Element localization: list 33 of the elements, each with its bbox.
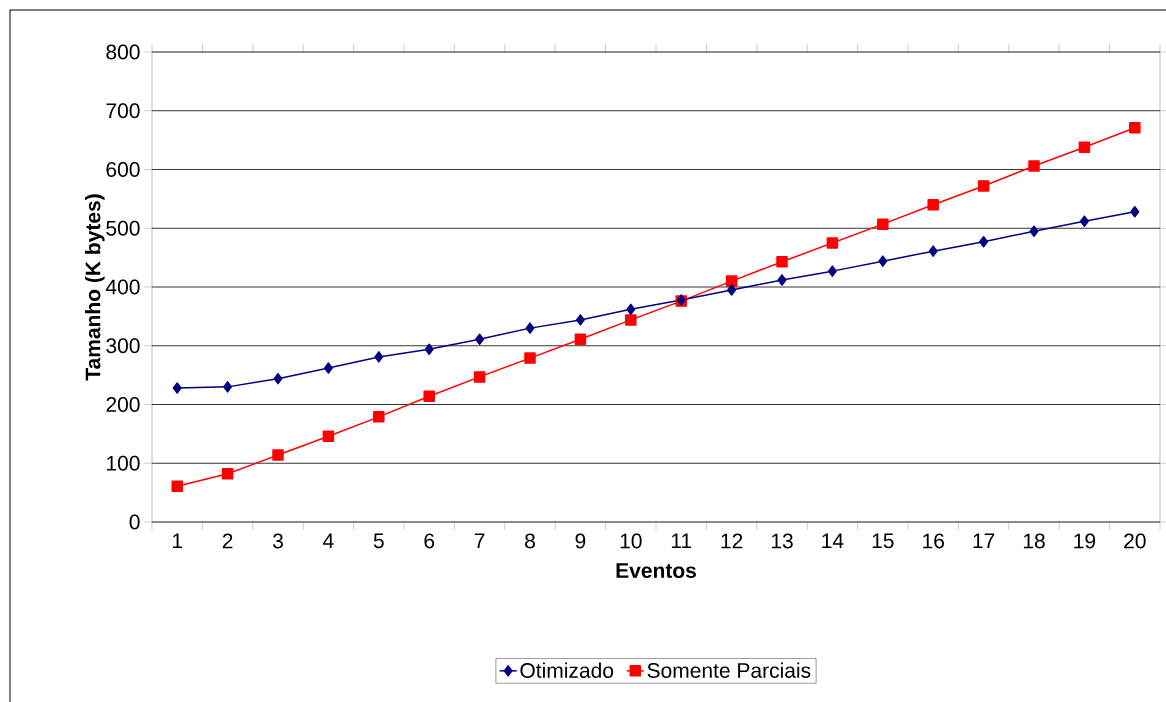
x-tick-label: 20 [1124,533,1146,549]
x-tick-label: 3 [272,533,283,549]
x-tick-label: 1 [172,533,183,548]
y-tick-label: 400 [105,279,140,295]
x-tick-label: 6 [424,533,435,549]
x-tick-label: 14 [822,533,844,548]
y-tick-label: 500 [106,220,140,236]
y-tick-label: 100 [107,455,140,471]
y-tick-label: 700 [106,103,140,119]
x-tick-label: 13 [771,533,793,549]
x-tick-label: 10 [620,533,642,549]
x-tick-label: 8 [525,533,535,549]
x-tick-label: 12 [721,533,743,549]
legend-label: Somente Parciais [647,662,811,678]
x-tick-label: 9 [575,533,586,549]
x-tick-label: 11 [671,533,692,548]
y-tick-label: 0 [129,514,140,530]
y-tick-label: 600 [106,162,140,177]
y-tick-label: 800 [106,44,140,60]
x-tick-label: 15 [872,533,894,549]
x-tick-label: 2 [222,533,233,549]
x-tick-label: 7 [474,533,485,548]
legend-label: Otimizado [520,662,614,678]
x-axis-title: Eventos [616,563,696,578]
y-axis-title: Tamanho (K bytes) [85,194,105,381]
x-tick-label: 17 [973,533,995,548]
x-tick-label: 18 [1023,533,1045,549]
y-tick-label: 200 [106,397,140,412]
x-tick-label: 19 [1074,533,1096,549]
x-tick-label: 4 [323,533,334,548]
x-tick-label: 5 [373,533,384,549]
x-tick-label: 16 [923,533,944,549]
y-tick-label: 300 [106,338,140,354]
